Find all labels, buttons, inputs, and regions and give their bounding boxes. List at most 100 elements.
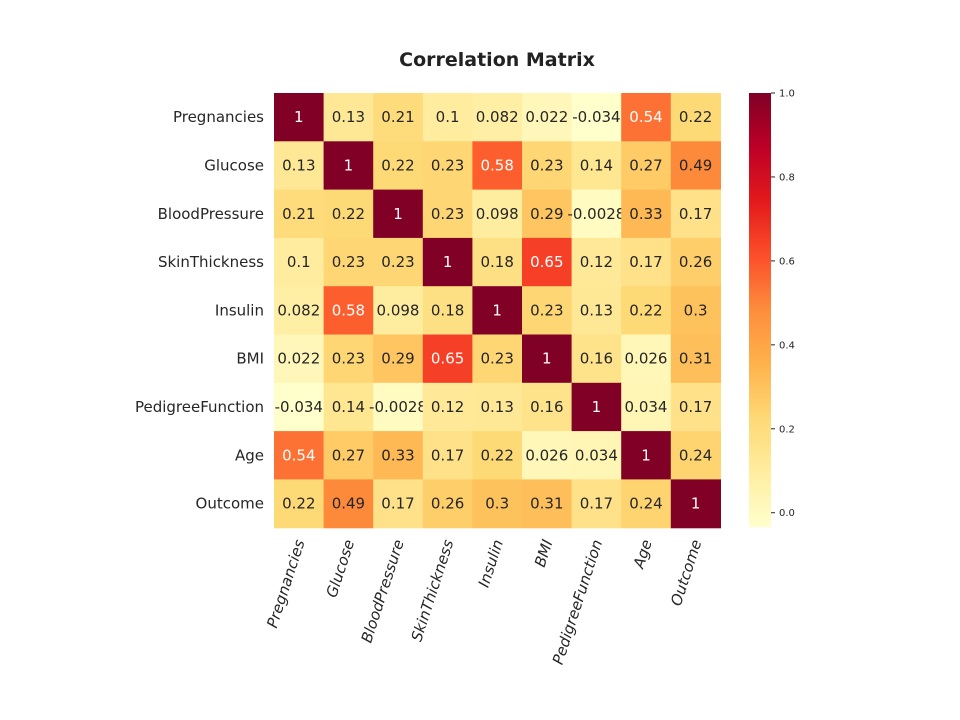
heatmap-cell xyxy=(323,237,374,287)
cell-value-label: 0.17 xyxy=(381,495,414,513)
cell-value-label: 0.022 xyxy=(525,108,568,126)
heatmap-cell xyxy=(422,431,473,480)
column-tick-label: PedigreeFunction xyxy=(549,537,606,666)
heatmap-cell xyxy=(621,334,672,384)
heatmap-cell xyxy=(323,479,374,529)
heatmap-cell xyxy=(373,286,424,336)
heatmap-cell xyxy=(621,286,672,336)
cell-value-label: 1 xyxy=(344,156,354,174)
row-tick-label: Pregnancies xyxy=(173,108,264,126)
cell-value-label: 0.3 xyxy=(684,301,708,319)
cell-value-label: 0.098 xyxy=(377,301,420,319)
heatmap-cell xyxy=(472,334,523,384)
cell-value-label: 0.12 xyxy=(431,398,464,416)
cell-value-label: 0.27 xyxy=(629,156,662,174)
row-tick-label: Outcome xyxy=(196,495,264,513)
heatmap-cell xyxy=(472,237,523,287)
cell-value-label: 0.12 xyxy=(580,253,613,271)
heatmap-cell xyxy=(274,189,325,239)
cell-value-label: 0.31 xyxy=(679,350,712,368)
heatmap-cell xyxy=(373,334,424,384)
column-tick-label: Insulin xyxy=(475,537,507,589)
cell-value-label: 0.17 xyxy=(431,446,464,464)
column-tick-label: Outcome xyxy=(667,537,705,608)
heatmap-cell xyxy=(422,93,473,142)
heatmap-cell xyxy=(670,334,721,384)
heatmap-cell xyxy=(323,93,374,142)
heatmap-cell xyxy=(670,93,721,142)
heatmap-cell xyxy=(621,141,672,191)
cell-value-label: 0.23 xyxy=(530,156,563,174)
cell-value-label: 0.23 xyxy=(480,350,513,368)
chart-title: Correlation Matrix xyxy=(399,49,595,71)
cell-value-label: 0.16 xyxy=(580,350,613,368)
cell-value-label: 0.24 xyxy=(679,446,712,464)
heatmap-cell xyxy=(571,189,622,239)
heatmap-cell xyxy=(571,479,622,529)
heatmap-cell xyxy=(522,237,573,287)
row-tick-label: BMI xyxy=(236,350,264,368)
cell-value-label: 0.24 xyxy=(629,495,662,513)
heatmap-cell xyxy=(571,431,622,480)
cell-value-label: 0.26 xyxy=(679,253,712,271)
cell-value-label: 0.22 xyxy=(381,156,414,174)
cell-value-label: 0.13 xyxy=(580,301,613,319)
heatmap-cell xyxy=(373,237,424,287)
cell-value-label: 0.65 xyxy=(530,253,563,271)
heatmap-cell xyxy=(472,479,523,529)
colorbar-tick-label: 0.0 xyxy=(779,508,795,519)
heatmap-cell xyxy=(422,141,473,191)
heatmap-cell xyxy=(373,93,424,142)
heatmap-cell xyxy=(274,93,325,142)
heatmap-cell xyxy=(571,286,622,336)
row-labels: Pregnancies Glucose BloodPressure SkinThick… xyxy=(135,108,264,512)
cell-value-label: 1 xyxy=(691,495,701,513)
heatmap-cell xyxy=(472,93,523,142)
heatmap-cell xyxy=(621,237,672,287)
cell-value-label: 0.23 xyxy=(530,301,563,319)
cell-value-label: 0.22 xyxy=(480,446,513,464)
cell-value-label: 0.22 xyxy=(332,205,365,223)
cell-value-label: -0.0028 xyxy=(369,398,427,416)
heatmap-cell xyxy=(621,431,672,480)
heatmap-cell xyxy=(472,286,523,336)
heatmap-cell xyxy=(422,189,473,239)
cell-value-label: 0.23 xyxy=(332,350,365,368)
heatmap-cell xyxy=(522,189,573,239)
cell-value-label: 0.18 xyxy=(480,253,513,271)
cell-value-label: 0.22 xyxy=(629,301,662,319)
heatmap-cell xyxy=(373,431,424,480)
heatmap-cell xyxy=(522,431,573,480)
heatmap-cell xyxy=(323,334,374,384)
column-labels: Pregnancies Glucose BloodPressure SkinThick… xyxy=(263,537,705,667)
cell-value-label: 1 xyxy=(492,301,502,319)
cell-value-label: 0.3 xyxy=(485,495,509,513)
cell-value-label: 0.098 xyxy=(476,205,519,223)
cell-value-label: 0.49 xyxy=(332,495,365,513)
heatmap-cell xyxy=(323,382,374,432)
colorbar-tick-label: 0.2 xyxy=(779,424,795,435)
heatmap-cell xyxy=(422,334,473,384)
heatmap-cell xyxy=(571,382,622,432)
heatmap-cell xyxy=(274,382,325,432)
heatmap-cell xyxy=(670,237,721,287)
heatmap-cell xyxy=(373,141,424,191)
heatmap-cell xyxy=(274,431,325,480)
cell-value-label: 0.082 xyxy=(476,108,519,126)
heatmap-cell xyxy=(621,382,672,432)
cell-value-label: 0.22 xyxy=(679,108,712,126)
heatmap-cell xyxy=(472,189,523,239)
heatmap-cells: 1 0.13 0.21 0.1 0.082 0.022 -0.034 0.54 0.220.13… xyxy=(274,93,721,529)
cell-value-label: 0.26 xyxy=(431,495,464,513)
cell-value-label: 1 xyxy=(294,108,304,126)
cell-value-label: 1 xyxy=(641,446,651,464)
cell-value-label: 0.13 xyxy=(332,108,365,126)
heatmap-cell xyxy=(422,237,473,287)
cell-value-label: 0.22 xyxy=(282,495,315,513)
cell-value-label: 0.17 xyxy=(679,205,712,223)
heatmap-cell xyxy=(621,93,672,142)
column-tick-label: BMI xyxy=(531,537,557,569)
cell-value-label: 1 xyxy=(542,350,552,368)
heatmap-cell xyxy=(522,93,573,142)
